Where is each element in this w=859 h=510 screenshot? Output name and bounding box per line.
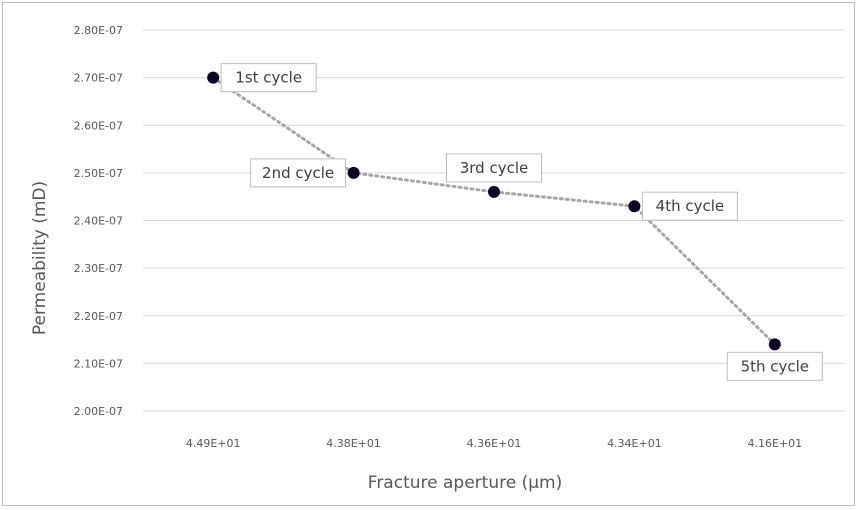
- x-tick-label: 4.38E+01: [326, 437, 381, 450]
- y-tick-label: 2.70E-07: [74, 72, 123, 85]
- data-point: [207, 71, 220, 84]
- x-tick-label: 4.16E+01: [747, 437, 802, 450]
- x-axis-ticks: 4.49E+01 4.38E+01 4.36E+01 4.34E+01 4.16E+01: [186, 437, 802, 450]
- y-tick-label: 2.30E-07: [74, 262, 123, 275]
- data-label-text: 3rd cycle: [460, 159, 529, 177]
- data-label: 4th cycle: [641, 191, 738, 221]
- line-chart: 2.00E-07 2.10E-07 2.20E-07 2.30E-07 2.40E-07…: [30, 24, 845, 493]
- y-axis-title: Permeability (mD): [30, 181, 50, 335]
- data-label-text: 2nd cycle: [262, 164, 334, 182]
- data-label-box: [446, 153, 542, 183]
- y-axis-ticks: 2.00E-07 2.10E-07 2.20E-07 2.30E-07 2.40E-07…: [74, 24, 123, 418]
- y-tick-label: 2.80E-07: [74, 24, 123, 37]
- y-tick-label: 2.40E-07: [74, 215, 123, 228]
- data-label-box: [220, 63, 317, 93]
- data-markers: [207, 71, 781, 351]
- data-label: 3rd cycle: [446, 153, 542, 183]
- data-label: 2nd cycle: [250, 158, 347, 188]
- data-point: [347, 166, 360, 179]
- y-tick-label: 2.10E-07: [74, 357, 123, 370]
- y-tick-label: 2.60E-07: [74, 119, 123, 132]
- y-tick-label: 2.00E-07: [74, 405, 123, 418]
- x-tick-label: 4.49E+01: [186, 437, 241, 450]
- data-label: 1st cycle: [220, 63, 317, 93]
- data-label-box: [250, 158, 347, 188]
- data-label-text: 5th cycle: [741, 357, 809, 375]
- data-label-box: [726, 351, 823, 381]
- data-point: [768, 338, 781, 351]
- data-point: [628, 200, 641, 213]
- data-label-text: 4th cycle: [656, 197, 724, 215]
- data-point: [488, 185, 500, 198]
- x-tick-label: 4.36E+01: [467, 437, 522, 450]
- x-tick-label: 4.34E+01: [607, 437, 662, 450]
- data-label-text: 1st cycle: [235, 69, 302, 87]
- y-tick-label: 2.50E-07: [74, 167, 123, 180]
- data-labels: 1st cycle 2nd cycle 3rd cycle 4th cycle 5th …: [220, 63, 823, 381]
- x-axis-title: Fracture aperture (μm): [368, 473, 562, 493]
- data-label-box: [641, 191, 738, 221]
- data-label: 5th cycle: [726, 351, 823, 381]
- y-tick-label: 2.20E-07: [74, 310, 123, 323]
